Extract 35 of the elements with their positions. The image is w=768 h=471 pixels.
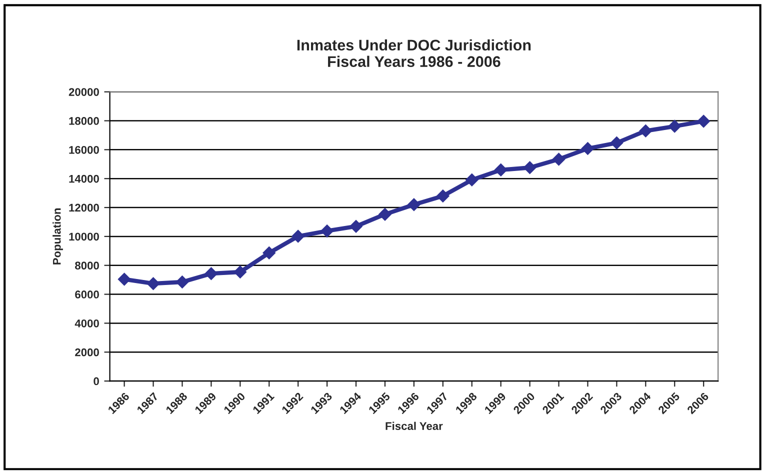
point xyxy=(350,220,362,233)
point xyxy=(292,230,305,243)
y-tick-label: 6000 xyxy=(75,290,99,298)
point xyxy=(320,224,334,238)
point xyxy=(436,190,450,202)
y-tick-label: 2000 xyxy=(75,348,99,356)
y-tick-label: 18000 xyxy=(69,117,99,125)
point xyxy=(494,164,508,176)
point xyxy=(581,142,594,155)
point xyxy=(668,120,682,133)
y-tick-label: 10000 xyxy=(69,232,99,241)
point xyxy=(610,136,624,150)
point xyxy=(176,276,189,288)
point xyxy=(262,246,276,260)
point xyxy=(523,161,536,174)
point xyxy=(408,198,420,212)
chart-title: Inmates Under DOC Jurisdiction Fiscal Years 1986 - 2006 xyxy=(297,39,531,67)
y-tick-label: 20000 xyxy=(68,88,99,96)
y-tick-label: 8000 xyxy=(75,262,99,270)
point xyxy=(204,267,218,280)
point xyxy=(118,272,131,286)
point xyxy=(146,277,160,290)
point xyxy=(552,152,566,166)
y-tick-label: 4000 xyxy=(74,319,99,328)
y-axis-title: Population xyxy=(52,208,63,264)
y-tick-label: 0 xyxy=(94,377,99,386)
point xyxy=(234,266,247,278)
point xyxy=(697,114,710,128)
point xyxy=(465,173,478,186)
y-tick-label: 16000 xyxy=(69,146,99,154)
x-axis-title: Fiscal Year xyxy=(386,422,443,430)
y-tick-label: 12000 xyxy=(69,204,99,212)
point xyxy=(378,208,392,221)
point xyxy=(639,124,652,138)
y-tick-label: 14000 xyxy=(69,174,99,183)
